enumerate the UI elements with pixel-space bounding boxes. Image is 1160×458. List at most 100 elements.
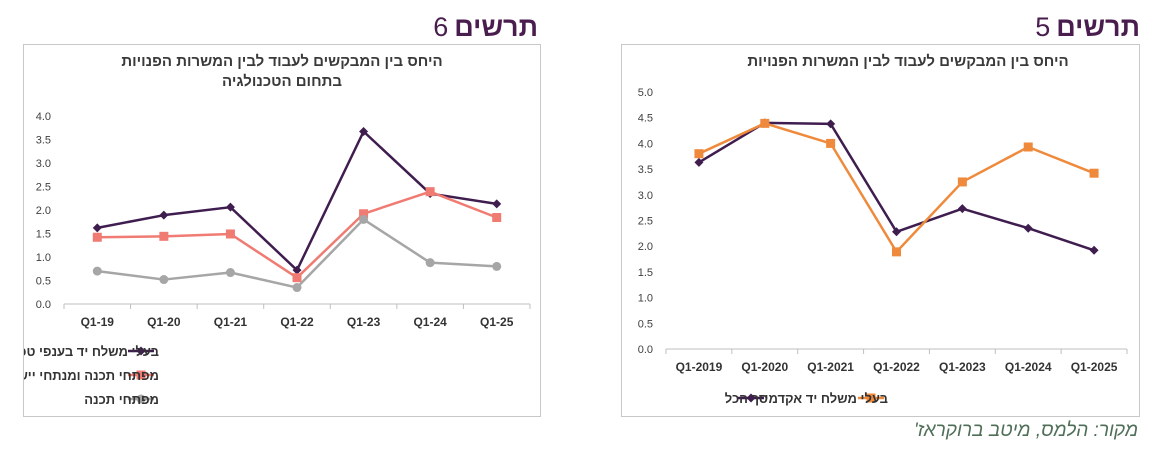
x-tick-label: Q1-2021 bbox=[807, 360, 854, 374]
legend-label: מפתחי תכנה bbox=[84, 392, 159, 407]
chart-title-line: היחס בין המבקשים לעבוד לבין המשרות הפנוי… bbox=[121, 53, 442, 70]
x-tick-label: Q1-25 bbox=[480, 315, 514, 329]
figure-6-heading-number: 6 bbox=[433, 12, 449, 42]
legend-entry: מפתחי תכנה ומנתחי יישומים bbox=[24, 368, 159, 383]
y-tick-label: 2.0 bbox=[36, 205, 51, 217]
figure-5-heading-word: תרשים bbox=[1056, 12, 1140, 42]
y-tick-label: 0.0 bbox=[638, 344, 653, 356]
x-tick-label: Q1-2020 bbox=[741, 360, 788, 374]
y-tick-label: 3.0 bbox=[638, 190, 653, 202]
legend-swatch-marker bbox=[136, 370, 146, 380]
data-point bbox=[92, 266, 102, 276]
y-tick-label: 3.0 bbox=[36, 158, 51, 170]
y-tick-label: 1.5 bbox=[36, 229, 51, 241]
x-tick-label: Q1-2023 bbox=[939, 360, 986, 374]
data-point bbox=[225, 229, 235, 239]
data-point bbox=[292, 265, 302, 275]
legend-label: בעלי משלח יד בענפי טכנולוגיות המידע (ICT… bbox=[24, 344, 159, 359]
data-point bbox=[892, 227, 901, 237]
legend-swatch-marker bbox=[136, 394, 146, 404]
data-point bbox=[826, 119, 836, 129]
y-tick-label: 3.5 bbox=[638, 164, 653, 176]
data-point bbox=[892, 247, 901, 257]
series-line bbox=[97, 190, 498, 279]
x-tick-label: Q1-2024 bbox=[1005, 360, 1052, 374]
legend-swatch-marker bbox=[136, 346, 146, 356]
series-1 bbox=[694, 118, 1099, 255]
legend-entry: מפתחי תכנה bbox=[84, 392, 159, 407]
overall-ratio-chart-svg: היחס בין המבקשים לעבוד לבין המשרות הפנוי… bbox=[638, 53, 1128, 406]
data-point bbox=[292, 283, 302, 293]
figure-5-heading-number: 5 bbox=[1035, 12, 1051, 42]
data-point bbox=[359, 214, 369, 224]
y-tick-label: 1.0 bbox=[36, 252, 51, 264]
data-point bbox=[159, 210, 169, 220]
x-tick-label: Q1-19 bbox=[81, 315, 115, 329]
data-point bbox=[1089, 168, 1099, 178]
data-point bbox=[225, 268, 235, 278]
legend-label: בעלי משלח יד אקדמי bbox=[765, 391, 888, 406]
figure-6-heading-word: תרשים bbox=[454, 12, 538, 42]
data-point bbox=[957, 177, 967, 187]
legend-swatch-marker bbox=[866, 393, 876, 403]
data-point bbox=[425, 187, 435, 197]
y-tick-label: 2.5 bbox=[638, 216, 653, 228]
data-point bbox=[159, 275, 169, 285]
legend-entry: בעלי משלח יד בענפי טכנולוגיות המידע (ICT… bbox=[24, 344, 159, 359]
legend-label: מפתחי תכנה ומנתחי יישומים bbox=[24, 368, 159, 383]
legend-label: סך הכל bbox=[725, 391, 768, 406]
data-point bbox=[826, 138, 836, 148]
data-point bbox=[957, 204, 967, 214]
data-point bbox=[359, 209, 369, 219]
y-tick-label: 4.5 bbox=[638, 113, 653, 125]
data-point bbox=[492, 213, 502, 223]
data-point bbox=[694, 149, 704, 159]
y-tick-label: 3.5 bbox=[36, 135, 51, 147]
x-tick-label: Q1-20 bbox=[147, 315, 181, 329]
x-tick-label: Q1-22 bbox=[280, 315, 314, 329]
series-line bbox=[97, 130, 497, 272]
data-point bbox=[492, 261, 502, 271]
x-tick-label: Q1-2022 bbox=[873, 360, 920, 374]
data-point bbox=[1089, 245, 1099, 255]
legend-entry: סך הכל bbox=[725, 391, 768, 406]
y-tick-label: 5.0 bbox=[638, 87, 653, 99]
series-1 bbox=[92, 127, 502, 275]
data-point bbox=[1023, 223, 1033, 233]
source-note: מקור: הלמס, מיטב ברוקראז' bbox=[913, 420, 1138, 441]
x-tick-label: Q1-2019 bbox=[676, 360, 723, 374]
y-tick-label: 2.0 bbox=[638, 241, 653, 253]
series-2 bbox=[694, 118, 1099, 257]
series-2 bbox=[92, 187, 502, 283]
figure-6-heading: תרשים6 bbox=[433, 12, 538, 46]
data-point bbox=[760, 118, 770, 128]
y-tick-label: 1.0 bbox=[638, 293, 653, 305]
data-point bbox=[425, 258, 435, 268]
data-point bbox=[492, 199, 502, 209]
tech-ratio-chart-svg: היחס בין המבקשים לעבוד לבין המשרות הפנוי… bbox=[24, 53, 531, 407]
y-tick-label: 2.5 bbox=[36, 182, 51, 194]
figure-5-heading: תרשים5 bbox=[1035, 12, 1140, 46]
x-tick-label: Q1-2025 bbox=[1071, 360, 1118, 374]
overall-ratio-chart: היחס בין המבקשים לעבוד לבין המשרות הפנוי… bbox=[621, 44, 1140, 417]
x-tick-label: Q1-23 bbox=[347, 315, 381, 329]
y-tick-label: 0.0 bbox=[36, 299, 51, 311]
x-tick-label: Q1-21 bbox=[214, 315, 248, 329]
data-point bbox=[92, 223, 102, 233]
chart-title-line: היחס בין המבקשים לעבוד לבין המשרות הפנוי… bbox=[747, 53, 1068, 70]
legend-entry: בעלי משלח יד אקדמי bbox=[765, 391, 888, 406]
y-tick-label: 4.0 bbox=[638, 138, 653, 150]
y-tick-label: 1.5 bbox=[638, 267, 653, 279]
data-point bbox=[292, 273, 302, 283]
series-3 bbox=[92, 214, 502, 293]
data-point bbox=[1023, 142, 1033, 152]
y-tick-label: 4.0 bbox=[36, 111, 51, 123]
data-point bbox=[92, 232, 102, 242]
legend-swatch-marker bbox=[746, 393, 756, 403]
data-point bbox=[225, 202, 235, 212]
y-tick-label: 0.5 bbox=[638, 318, 653, 330]
tech-ratio-chart: היחס בין המבקשים לעבוד לבין המשרות הפנוי… bbox=[23, 44, 541, 417]
y-tick-label: 0.5 bbox=[36, 276, 51, 288]
data-point bbox=[694, 157, 704, 167]
data-point bbox=[359, 127, 369, 137]
